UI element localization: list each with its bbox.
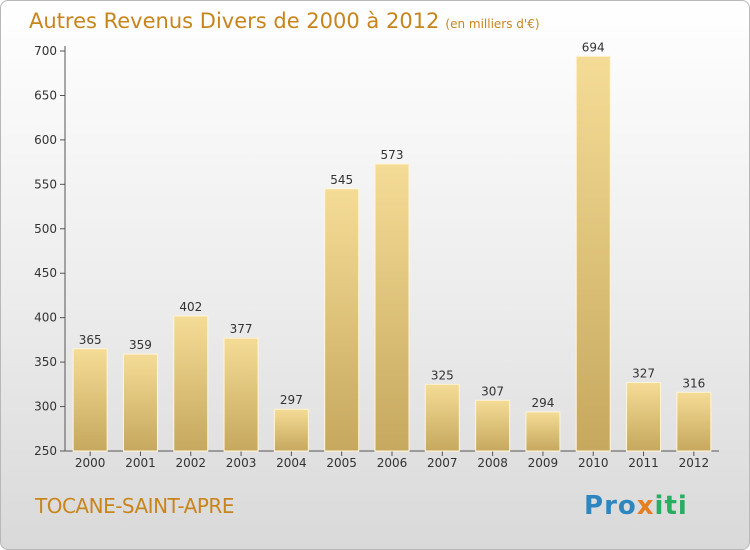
data-label: 573 <box>381 148 404 162</box>
y-tick-label: 300 <box>34 400 57 414</box>
data-label: 377 <box>230 322 253 336</box>
bar <box>424 383 460 452</box>
logo-letter: i <box>654 491 665 521</box>
y-tick-label: 550 <box>34 177 57 191</box>
logo-letter: x <box>636 491 655 521</box>
data-label: 402 <box>179 300 202 314</box>
data-label: 297 <box>280 393 303 407</box>
y-tick-label: 400 <box>34 311 57 325</box>
y-tick-label: 500 <box>34 222 57 236</box>
bar <box>475 399 511 452</box>
y-tick-label: 600 <box>34 133 57 147</box>
data-label: 545 <box>330 173 353 187</box>
x-tick-label: 2010 <box>578 456 609 470</box>
x-tick-label: 2011 <box>628 456 659 470</box>
logo-letter: i <box>677 491 688 521</box>
bar <box>676 391 712 452</box>
axes: 250 300 350 400 450 500 550 600 650 700 2000 2001 20… <box>34 44 719 470</box>
commune-name: TOCANE-SAINT-APRE <box>35 494 234 518</box>
bar <box>575 55 611 452</box>
data-label: 294 <box>531 396 554 410</box>
x-tick-label: 2004 <box>276 456 307 470</box>
bar <box>324 188 360 452</box>
y-tick-label: 250 <box>34 444 57 458</box>
x-tick-label: 2001 <box>125 456 156 470</box>
value-labels: 365 359 402 377 297 545 573 325 307 294 694 327 316 <box>79 40 706 410</box>
y-tick-label: 350 <box>34 355 57 369</box>
logo-letter: P <box>584 491 605 521</box>
logo-letter: r <box>604 491 618 521</box>
bar <box>122 353 158 452</box>
y-tick-label: 700 <box>34 44 57 58</box>
chart-unit: (en milliers d'€) <box>445 17 540 31</box>
data-label: 359 <box>129 338 152 352</box>
data-label: 327 <box>632 367 655 381</box>
proxiti-logo[interactable]: Proxiti <box>584 491 688 521</box>
data-label: 365 <box>79 333 102 347</box>
x-tick-label: 2012 <box>679 456 710 470</box>
logo-letter: t <box>664 491 678 521</box>
x-tick-label: 2007 <box>427 456 458 470</box>
x-tick-label: 2002 <box>175 456 206 470</box>
data-label: 307 <box>481 384 504 398</box>
data-label: 325 <box>431 368 454 382</box>
x-tick-label: 2005 <box>326 456 357 470</box>
logo-letter: o <box>617 491 637 521</box>
chart-title-text: Autres Revenus Divers de 2000 à 2012 <box>29 9 440 33</box>
bar <box>72 348 108 452</box>
bar <box>525 411 561 452</box>
bars <box>72 55 712 452</box>
y-tick-label: 450 <box>34 266 57 280</box>
bar <box>374 163 410 452</box>
y-tick-label: 650 <box>34 88 57 102</box>
x-tick-label: 2000 <box>75 456 106 470</box>
chart-title: Autres Revenus Divers de 2000 à 2012 (en … <box>29 9 540 33</box>
bar <box>173 315 209 452</box>
bar <box>273 408 309 452</box>
x-tick-label: 2009 <box>528 456 559 470</box>
x-tick-label: 2003 <box>226 456 257 470</box>
data-label: 316 <box>682 376 705 390</box>
x-tick-label: 2008 <box>477 456 508 470</box>
bar <box>223 337 259 452</box>
bar <box>626 382 662 452</box>
data-label: 694 <box>582 40 605 54</box>
x-tick-label: 2006 <box>377 456 408 470</box>
